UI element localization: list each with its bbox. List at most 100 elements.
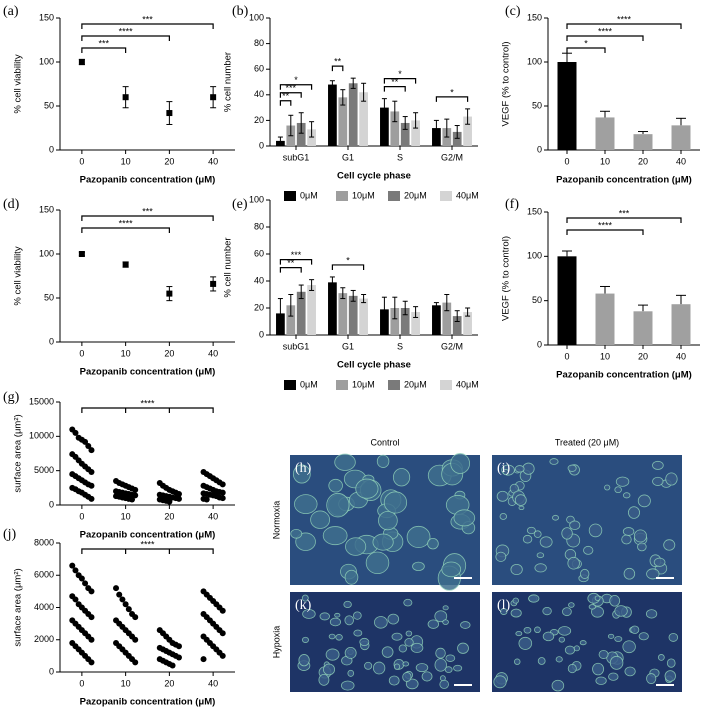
legend-label: 10μM (352, 379, 375, 389)
cell (365, 551, 390, 575)
point (122, 94, 129, 101)
x-axis-label: Pazopanib concentration (μM) (80, 175, 216, 186)
significance-bracket (81, 407, 214, 413)
dot (113, 585, 120, 592)
panel-label: (j) (3, 527, 17, 542)
cell (564, 645, 576, 655)
cell (442, 605, 449, 611)
cell (343, 600, 352, 609)
cell (453, 509, 476, 527)
cell (310, 510, 331, 529)
x-tick-label: 10 (121, 511, 131, 521)
error-bar (600, 285, 610, 294)
cell (421, 671, 433, 682)
x-tick-label: 0 (564, 156, 569, 166)
bar (359, 298, 368, 335)
cell (364, 661, 373, 670)
error-bar (392, 296, 398, 320)
bar (338, 293, 348, 335)
x-tick-label: 40 (208, 511, 218, 521)
error-bar (638, 131, 648, 135)
cell (622, 527, 635, 536)
cell (614, 636, 623, 642)
bar (411, 312, 420, 335)
cell (441, 561, 462, 578)
row-title: Hypoxia (271, 626, 281, 659)
cell (534, 626, 541, 634)
significance-bracket (279, 259, 313, 265)
significance-bracket (566, 229, 644, 235)
cell (439, 675, 446, 682)
cell (344, 569, 359, 585)
scale-bar (656, 684, 674, 686)
cell (514, 465, 525, 473)
legend-swatch (388, 380, 400, 390)
cell (536, 552, 545, 559)
bar (452, 316, 462, 335)
cell (588, 604, 596, 610)
error-bar (638, 304, 648, 312)
bar (286, 305, 296, 335)
point (78, 251, 85, 257)
x-tick-label: 40 (208, 348, 218, 358)
point (78, 59, 85, 65)
cell (528, 594, 540, 603)
significance-bracket (566, 23, 682, 29)
x-tick-label: 10 (121, 348, 131, 358)
significance-bracket (331, 65, 344, 72)
significance-label: **** (119, 26, 134, 36)
error-bar (676, 117, 686, 126)
cell (515, 630, 523, 637)
dot (78, 575, 85, 582)
cell (542, 631, 555, 642)
cell (598, 649, 609, 659)
error-bar (444, 294, 450, 312)
cell (665, 472, 678, 486)
error-bar (288, 294, 294, 317)
cell (646, 568, 660, 580)
cell (335, 634, 343, 641)
y-tick-label: 50 (44, 100, 54, 110)
cell (376, 454, 390, 468)
dot (125, 606, 132, 613)
error-bar (454, 310, 460, 322)
x-tick-label: 20 (638, 156, 648, 166)
significance-bracket (435, 96, 469, 102)
error-bar (413, 112, 419, 129)
dot (88, 447, 95, 454)
cell (652, 460, 664, 470)
cell (402, 661, 410, 667)
cell (595, 676, 607, 685)
cell (495, 551, 507, 562)
y-tick-label: 0 (537, 144, 542, 154)
significance-label: * (294, 75, 298, 85)
cell (580, 568, 590, 579)
dot (129, 496, 136, 503)
cell (334, 612, 341, 618)
error-bar (381, 98, 387, 118)
cell (588, 523, 603, 538)
y-tick-label: 15000 (29, 396, 54, 406)
cell (522, 534, 533, 544)
cell (404, 638, 414, 647)
y-tick-label: 100 (39, 56, 54, 66)
significance-bracket (566, 217, 682, 223)
panel-label: (d) (3, 197, 20, 212)
significance-label: *** (98, 38, 109, 48)
legend-label: 10μM (352, 190, 375, 200)
bar (557, 256, 577, 345)
cell (427, 537, 439, 550)
cell (445, 654, 456, 662)
panel-label: (l) (497, 598, 511, 613)
cell (592, 662, 605, 676)
cell (340, 680, 355, 691)
cell (551, 679, 565, 692)
error-bar (465, 307, 471, 317)
x-tick-label: 10 (600, 351, 610, 361)
dot (88, 482, 95, 489)
point (166, 290, 173, 297)
y-tick-label: 0 (49, 666, 54, 676)
cell (415, 663, 429, 673)
x-tick-label: 10 (121, 156, 131, 166)
cell (555, 656, 563, 663)
